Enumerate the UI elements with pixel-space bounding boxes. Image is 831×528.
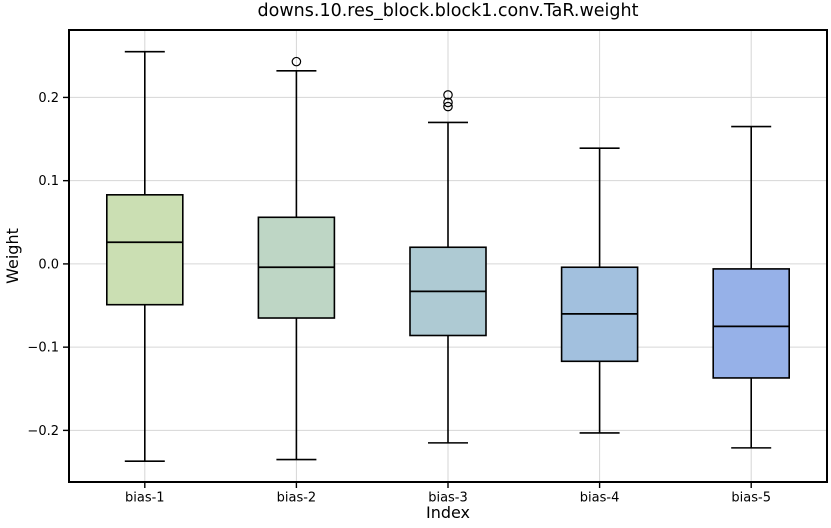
y-tick-label: 0.2 bbox=[38, 91, 59, 106]
x-tick-label: bias-1 bbox=[125, 491, 165, 506]
outlier-point bbox=[443, 101, 453, 112]
x-tick-label: bias-3 bbox=[428, 491, 468, 506]
x-tick-label: bias-2 bbox=[277, 491, 317, 506]
x-axis-label: Index bbox=[425, 503, 471, 522]
box-bias-5 bbox=[712, 268, 791, 379]
outlier-point bbox=[291, 56, 302, 67]
x-tick-label: bias-5 bbox=[731, 491, 771, 506]
x-tick-label: bias-4 bbox=[580, 491, 620, 506]
outlier-point bbox=[443, 97, 453, 108]
y-tick-label: 0.1 bbox=[38, 174, 59, 189]
y-tick-label: −0.1 bbox=[27, 341, 59, 356]
chart-title: downs.10.res_block.block1.conv.TaR.weigh… bbox=[257, 1, 639, 21]
y-tick-label: 0.0 bbox=[38, 257, 59, 272]
box-bias-1 bbox=[106, 194, 184, 306]
outlier-point bbox=[443, 90, 453, 100]
y-tick-label: −0.2 bbox=[27, 424, 59, 439]
